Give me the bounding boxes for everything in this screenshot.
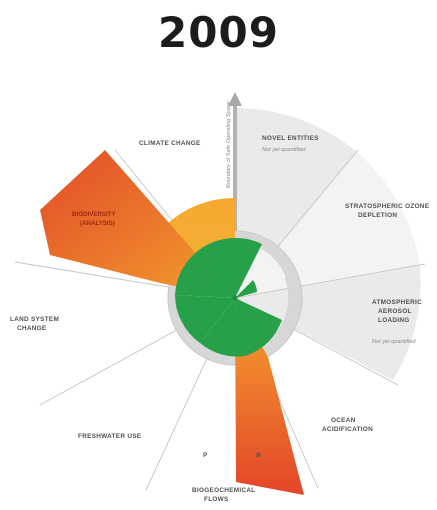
green-core-upper [175,237,235,298]
center-dot [232,295,238,301]
label-aerosol-note: Not yet quantified [372,339,416,345]
axis-label: Boundary of Safe Operating Space [226,101,232,188]
label-land-line1: LAND SYSTEM [10,316,59,323]
chart-title: 2009 [158,8,279,57]
label-ocean-line2: ACIDIFICATION [322,426,373,433]
label-ozone-line2: DEPLETION [358,212,397,219]
label-aerosol-line1: ATMOSPHERIC [372,299,422,306]
label-aerosol-line3: LOADING [378,317,410,324]
label-ozone-line1: STRATOSPHERIC OZONE [345,203,430,210]
label-biogeochemical-line2: FLOWS [204,496,229,503]
ozone-depletion-bar [235,280,257,298]
aerosol-unquantified-wedge [235,266,421,380]
label-novel-entities-note: Not yet quantified [262,147,306,153]
label-land-line2: CHANGE [17,325,47,332]
biodiversity-loss-bar [40,150,235,298]
ocean-acidification-bar [235,298,282,356]
label-aerosol-line2: AEROSOL [378,308,412,315]
label-n-glyph: N [256,452,261,459]
label-biodiversity-line1: BIODIVERSITY [72,211,117,218]
label-novel-entities: NOVEL ENTITIES [262,135,319,142]
green-core-lower [200,298,245,357]
label-p-glyph: P [203,452,208,459]
label-climate-change: CLIMATE CHANGE [139,140,201,147]
green-core-upper-right [235,237,262,298]
label-biogeochemical-line1: BIOGEOCHEMICAL [192,487,256,494]
label-ocean-line1: OCEAN [331,417,356,424]
green-core-left [175,295,235,343]
label-freshwater: FRESHWATER USE [78,433,142,440]
label-biodiversity-line2: (ANALYSIS) [80,220,115,227]
axis-arrow-icon [228,92,242,106]
